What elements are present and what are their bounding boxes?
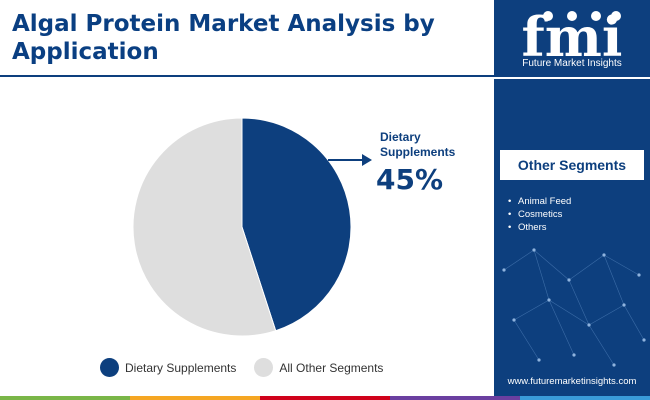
- legend-item-all-other-segments: All Other Segments: [254, 358, 383, 377]
- pie-slice-dietary-supplements: [241, 117, 352, 332]
- callout-value: 45%: [376, 163, 444, 196]
- footer-color-bar: [0, 396, 650, 400]
- list-item: Cosmetics: [508, 208, 571, 221]
- sidebar-divider: [494, 77, 650, 79]
- website-url: www.futuremarketinsights.com: [507, 376, 637, 387]
- fmi-logo: fmi: [522, 6, 623, 66]
- footer-bar-segment: [0, 396, 130, 400]
- main-panel: Algal Protein Market Analysis by Applica…: [0, 11, 494, 377]
- page-title: Algal Protein Market Analysis by Applica…: [12, 11, 435, 65]
- footer-bar-segment: [390, 396, 520, 400]
- footer-bar-segment: [260, 396, 390, 400]
- network-decoration: [502, 248, 646, 367]
- footer-bar-segment: [130, 396, 260, 400]
- sidebar-panel: fmi Future Market Insights Other Segment…: [494, 0, 650, 400]
- legend-label: All Other Segments: [279, 360, 384, 375]
- logo-tagline: Future Market Insights: [522, 58, 622, 69]
- legend-item-dietary-supplements: Dietary Supplements: [100, 358, 236, 377]
- legend-label: Dietary Supplements: [125, 360, 237, 375]
- legend-swatch-dietary-supplements: [100, 358, 119, 377]
- legend-swatch-all-other-segments: [254, 358, 274, 377]
- callout-label: Dietary Supplements: [380, 130, 456, 159]
- other-segments-list: Animal Feed Cosmetics Others: [508, 195, 571, 234]
- title-divider: [0, 75, 494, 77]
- list-item: Others: [508, 221, 571, 234]
- footer-bar-segment: [520, 396, 650, 400]
- pie-slice-all-other-segments: [132, 117, 277, 337]
- callout-arrow: [328, 154, 372, 166]
- chart-legend: Dietary Supplements All Other Segments: [100, 358, 401, 377]
- pie-chart: [132, 117, 352, 337]
- other-segments-heading: Other Segments: [500, 150, 644, 180]
- list-item: Animal Feed: [508, 195, 571, 208]
